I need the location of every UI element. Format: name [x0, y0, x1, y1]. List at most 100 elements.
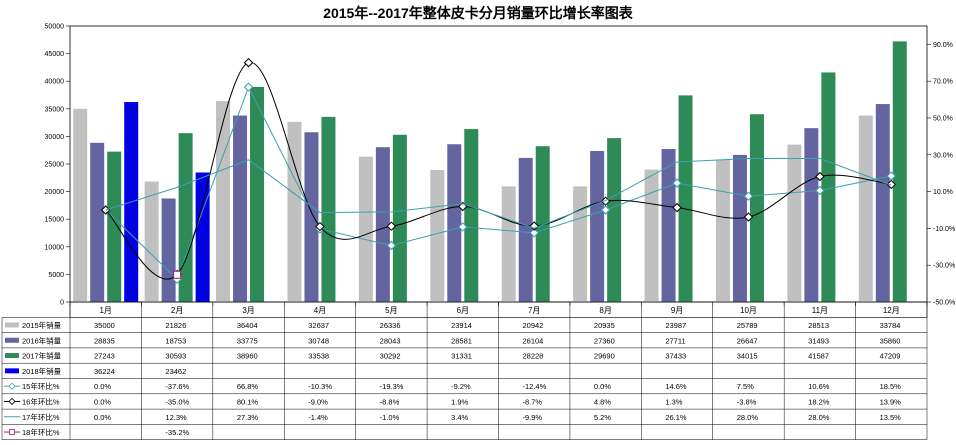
table-cell-value: -8.8% [380, 397, 400, 406]
category-label-3: 3月 [242, 306, 254, 315]
table-cell-value: 41587 [808, 352, 829, 361]
table-cell-value: 28513 [808, 321, 829, 330]
table-cell-value: 30593 [165, 352, 186, 361]
bar-2016-4 [304, 132, 319, 302]
bar-2017-2 [178, 133, 193, 302]
line-point-15-9 [672, 178, 682, 188]
bar-2016-2 [161, 198, 176, 302]
table-cell-value: 23462 [165, 367, 186, 376]
bar-2017-3 [250, 86, 265, 303]
bar-2016-3 [233, 115, 248, 302]
table-cell-value: 35000 [94, 321, 115, 330]
table-cell-value: -35.0% [165, 397, 189, 406]
table-cell-value: -3.8% [737, 397, 757, 406]
table-cell-value: 35860 [880, 336, 901, 345]
line-point-15-11 [815, 185, 825, 196]
legend-key-marker [8, 382, 16, 390]
table-cell-value: 29690 [594, 352, 615, 361]
table-cell-value: 27711 [665, 336, 685, 345]
y-tick-label: 45000 [45, 51, 65, 58]
table-cell-value: 13.9% [880, 397, 902, 406]
line-point-16-10 [743, 212, 754, 222]
y-tick-label: 5000 [48, 272, 64, 279]
category-label-9: 9月 [671, 306, 683, 315]
table-cell-value: 28.0% [808, 413, 830, 422]
line-point-16-9 [672, 202, 682, 213]
bar-2017-8 [607, 138, 622, 302]
table-cell-value: 28835 [94, 336, 115, 345]
table-cell-value: 3.4% [451, 413, 468, 422]
bar-2017-10 [749, 114, 764, 302]
bar-2015-10 [715, 159, 730, 302]
table-cell-value: -12.4% [523, 382, 547, 391]
table-cell-value: -37.6% [165, 382, 189, 391]
table-cell-value: 23914 [451, 321, 472, 330]
line-point-16-3 [243, 57, 254, 68]
line-point-16-11 [815, 171, 825, 182]
table-cell-value: 33784 [880, 321, 901, 330]
table-cell-value: -9.0% [308, 397, 328, 406]
legend-label: 2016年销量 [22, 335, 62, 345]
category-label-2: 2月 [171, 306, 183, 315]
bar-2017-11 [821, 72, 836, 302]
bar-2016-6 [447, 144, 462, 302]
category-label-12: 12月 [883, 306, 900, 315]
line-point-15-6 [458, 222, 468, 232]
legend-key-bar [5, 322, 19, 328]
category-label-5: 5月 [385, 306, 397, 315]
table-cell-value: -9.2% [451, 382, 471, 391]
legend-key-bar [5, 337, 19, 343]
legend-label: 2017年销量 [22, 351, 62, 361]
bar-2016-10 [732, 154, 747, 302]
line-point-16-4 [315, 221, 325, 232]
legend-key-marker [9, 429, 15, 435]
table-cell-value: -1.4% [308, 413, 328, 422]
bar-2016-7 [518, 157, 533, 302]
table-cell-value: 20942 [523, 321, 544, 330]
category-label-1: 1月 [99, 306, 111, 315]
table-cell-value: -8.7% [523, 397, 543, 406]
table-cell-value: 27360 [594, 336, 615, 345]
bar-2016-8 [590, 150, 605, 302]
table-cell-value: 80.1% [237, 397, 259, 406]
bar-2016-11 [804, 128, 819, 302]
table-cell-value: 26647 [737, 336, 758, 345]
table-cell-value: 13.5% [880, 413, 902, 422]
line-point-16-7 [529, 221, 539, 231]
line-point-16-5 [386, 221, 397, 231]
bar-2015-3 [216, 101, 231, 302]
table-cell-value: 28.0% [737, 413, 759, 422]
bar-2015-1 [73, 108, 88, 302]
bar-2015-9 [644, 169, 659, 302]
legend-label: 16年环比% [22, 396, 60, 406]
bar-2016-5 [375, 147, 390, 302]
legend-key-bar [5, 353, 19, 359]
table-cell-value: 27243 [94, 352, 115, 361]
table-cell-value: 26336 [380, 321, 401, 330]
line-series-15 [105, 85, 892, 281]
line-point-15-5 [386, 240, 397, 251]
table-cell-value: 28228 [523, 352, 544, 361]
table-cell-value: 37433 [665, 352, 686, 361]
table-cell-value: 34015 [737, 352, 758, 361]
table-cell-value: 1.3% [665, 397, 682, 406]
table-cell-value: -9.9% [523, 413, 543, 422]
y2-tick-label: 50.0% [933, 116, 953, 123]
table-cell-value: -35.2% [165, 428, 189, 437]
bar-2017-5 [392, 134, 407, 302]
bar-2016-9 [661, 149, 676, 302]
line-point-18-2 [173, 270, 182, 279]
table-cell-value: 0.0% [94, 413, 111, 422]
table-cell-value: 31493 [808, 336, 829, 345]
table-cell-value: 4.8% [594, 397, 611, 406]
table-cell-value: -1.0% [380, 413, 400, 422]
chart-title: 2015年--2017年整体皮卡分月销量环比增长率图表 [323, 5, 634, 21]
y2-tick-label: 30.0% [933, 152, 953, 159]
legend-key-bar [5, 368, 19, 374]
bar-2015-7 [501, 186, 516, 302]
table-cell-value: 26104 [523, 336, 544, 345]
table-cell-value: 30292 [380, 352, 401, 361]
table-cell-value: 5.2% [594, 413, 611, 422]
